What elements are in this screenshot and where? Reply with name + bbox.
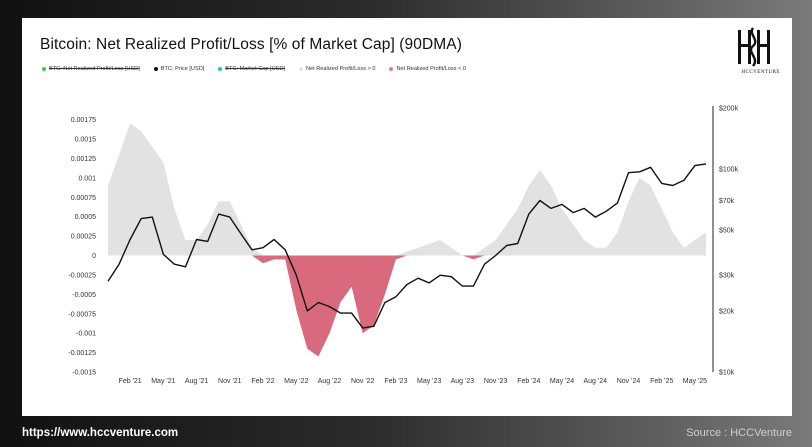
x-tick-label: Aug '22 <box>318 378 342 385</box>
x-tick-label: Nov '23 <box>484 378 508 385</box>
chart-plot: 0.00175 0.0015 0.00125 0.001 0.00075 0.0005 0.… <box>68 106 739 386</box>
y-right-tick-label: $10k <box>719 370 735 377</box>
legend-item[interactable]: BTC: Market Cap [USD] <box>218 66 285 72</box>
legend-swatch-icon <box>298 67 303 71</box>
legend: BTC: Net Realized Profit/Loss [USD] BTC:… <box>42 66 466 72</box>
price-line <box>107 163 707 329</box>
y-right-tick-label: $20k <box>719 308 735 315</box>
x-tick-label: Feb '25 <box>650 378 673 385</box>
x-tick-label: Feb '21 <box>119 378 142 385</box>
y-right-tick-label: $100k <box>719 167 739 174</box>
legend-swatch-icon <box>153 67 158 71</box>
chart-title: Bitcoin: Net Realized Profit/Loss [% of … <box>40 36 462 53</box>
x-tick-label: Feb '23 <box>384 378 407 385</box>
legend-label: BTC: Net Realized Profit/Loss [USD] <box>49 66 140 72</box>
y-left-tick-label: -0.00125 <box>68 350 96 357</box>
x-tick-label: May '23 <box>417 378 441 385</box>
legend-swatch-icon <box>389 67 394 71</box>
legend-label: Net Realized Profit/Loss > 0 <box>305 66 376 72</box>
y-left-tick-label: 0.00025 <box>71 234 96 241</box>
footer-url[interactable]: https://www.hccventure.com <box>22 427 179 439</box>
y-right-tick-label: $200k <box>719 106 739 113</box>
legend-item[interactable]: BTC: Net Realized Profit/Loss [USD] <box>42 66 140 72</box>
x-tick-label: May '21 <box>151 378 175 385</box>
y-left-tick-label: 0.0015 <box>75 137 97 144</box>
y-left-tick-label: 0.00175 <box>71 117 96 124</box>
legend-item[interactable]: Net Realized Profit/Loss < 0 <box>389 66 466 72</box>
legend-label: BTC: Price [USD] <box>160 66 205 72</box>
x-tick-label: Nov '22 <box>351 378 375 385</box>
y-left-tick-label: -0.00075 <box>68 311 96 318</box>
footer-source: Source : HCCVenture <box>686 427 792 439</box>
y-left-tick-label: -0.00025 <box>68 272 96 279</box>
y-left-tick-label: -0.001 <box>76 331 96 338</box>
x-tick-label: Feb '22 <box>251 378 274 385</box>
x-tick-label: Aug '21 <box>185 378 209 385</box>
x-tick-label: May '22 <box>284 378 308 385</box>
x-tick-label: Nov '21 <box>218 378 242 385</box>
x-tick-label: Aug '24 <box>583 378 607 385</box>
legend-swatch-icon <box>218 67 223 71</box>
y-left-tick-label: 0.0005 <box>75 214 97 221</box>
x-tick-label: Aug '23 <box>451 378 475 385</box>
legend-item[interactable]: Net Realized Profit/Loss > 0 <box>298 66 376 72</box>
y-left-tick-label: 0.001 <box>78 175 96 182</box>
x-tick-label: May '24 <box>550 378 574 385</box>
x-tick-label: May '25 <box>683 378 707 385</box>
y-left-tick-label: 0.00075 <box>71 195 96 202</box>
y-left-tick-label: -0.0005 <box>72 292 96 299</box>
y-left-tick-label: 0.00125 <box>71 156 96 163</box>
legend-item[interactable]: BTC: Price [USD] <box>153 66 205 72</box>
x-tick-label: Nov '24 <box>617 378 641 385</box>
y-left-tick-label: -0.0015 <box>72 370 96 377</box>
logo-text: HCCVENTURE <box>741 70 780 75</box>
y-right-tick-label: $70k <box>719 198 735 205</box>
negative-area <box>108 255 706 357</box>
chart-card: Bitcoin: Net Realized Profit/Loss [% of … <box>22 18 792 416</box>
legend-label: BTC: Market Cap [USD] <box>225 66 285 72</box>
logo-icon <box>730 26 778 74</box>
x-tick-label: Feb '24 <box>517 378 540 385</box>
positive-area <box>108 123 706 256</box>
legend-swatch-icon <box>42 67 46 71</box>
legend-label: Net Realized Profit/Loss < 0 <box>396 66 466 72</box>
y-right-tick-label: $50k <box>719 228 735 235</box>
y-right-tick-label: $30k <box>719 273 735 280</box>
y-left-tick-label: 0 <box>92 253 96 260</box>
